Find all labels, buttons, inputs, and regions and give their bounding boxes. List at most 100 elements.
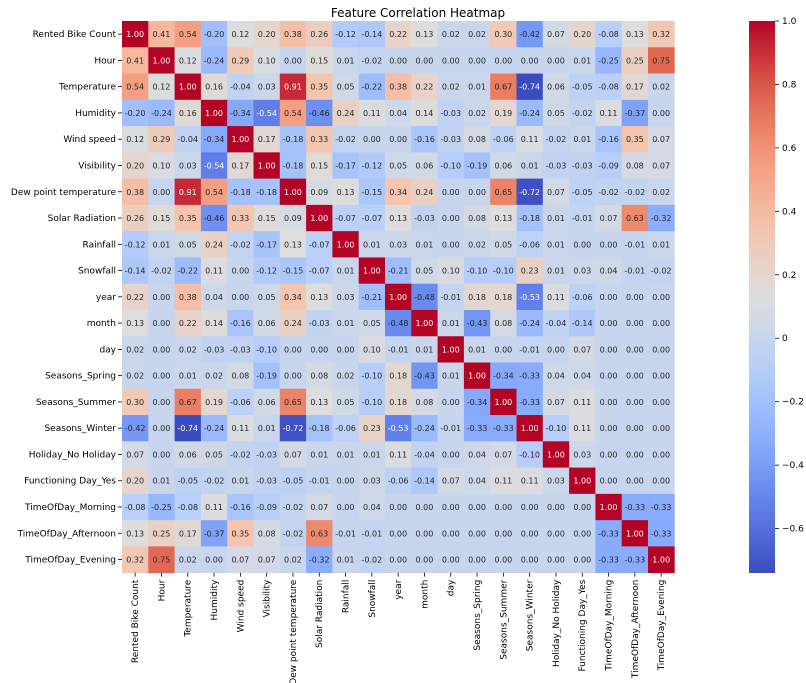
cell-value-15-15: 1.00: [521, 424, 539, 433]
cell-value-7-19: 0.63: [626, 214, 644, 223]
cell-value-4-5: 0.17: [258, 135, 276, 144]
cell-value-15-14: -0.33: [493, 424, 514, 433]
cell-value-18-12: 0.00: [442, 503, 460, 512]
row-label-year: year: [96, 293, 116, 303]
cell-value-11-7: -0.03: [309, 319, 330, 328]
heatmap-cell-14-4: [227, 388, 254, 416]
heatmap-cell-16-10: [385, 441, 412, 468]
cell-value-0-2: 0.54: [179, 30, 197, 39]
cell-value-1-2: 0.12: [179, 56, 197, 65]
cell-value-15-11: -0.24: [414, 424, 435, 433]
heatmap-cell-6-4: [227, 178, 254, 206]
col-label-rented-bike-count: Rented Bike Count: [131, 579, 141, 663]
cell-value-12-12: 1.00: [442, 345, 460, 354]
heatmap-cell-8-13: [463, 231, 491, 258]
cell-value-6-20: 0.02: [652, 188, 670, 197]
cell-value-0-9: -0.14: [361, 30, 382, 39]
heatmap-cell-17-18: [595, 467, 623, 495]
col-label-temperature: Temperature: [184, 579, 194, 637]
heatmap-cell-6-18: [595, 178, 623, 206]
cell-value-1-4: 0.29: [231, 56, 249, 65]
heatmap-cell-0-5: [253, 21, 281, 48]
cell-value-16-1: 0.00: [153, 450, 171, 459]
cell-value-15-2: -0.74: [177, 424, 198, 433]
heatmap-cell-19-7: [306, 520, 333, 547]
heatmap-cell-1-4: [227, 47, 254, 74]
cell-value-11-3: 0.14: [205, 319, 223, 328]
heatmap-cell-4-14: [490, 126, 517, 153]
cell-value-17-13: 0.04: [468, 477, 486, 486]
cell-value-2-17: -0.05: [572, 83, 593, 92]
heatmap-cell-19-14: [490, 520, 517, 547]
cell-value-4-6: -0.18: [283, 135, 304, 144]
cell-value-14-2: 0.67: [179, 398, 197, 407]
heatmap-cell-15-5: [253, 415, 281, 442]
heatmap-cell-8-15: [516, 231, 544, 258]
heatmap-cell-7-20: [648, 204, 675, 232]
cell-value-14-20: 0.00: [652, 398, 670, 407]
heatmap-cell-1-18: [595, 47, 623, 74]
heatmap-cell-18-16: [542, 493, 570, 521]
heatmap-cell-0-0: [122, 21, 149, 48]
cell-value-16-5: -0.03: [256, 450, 277, 459]
row-label-snowfall: Snowfall: [78, 267, 116, 277]
cell-value-1-10: 0.00: [389, 56, 407, 65]
cell-value-19-20: -0.33: [651, 529, 672, 538]
cell-value-4-1: 0.29: [153, 135, 171, 144]
cell-value-17-2: -0.05: [177, 477, 198, 486]
row-label-functioning-day-yes: Functioning Day_Yes: [24, 477, 116, 487]
heatmap-cell-20-16: [542, 546, 570, 574]
cell-value-0-17: 0.20: [573, 30, 591, 39]
cell-value-15-3: -0.24: [204, 424, 225, 433]
cell-value-1-12: 0.00: [442, 56, 460, 65]
cell-value-7-16: 0.01: [547, 214, 565, 223]
heatmap-cell-18-19: [621, 493, 649, 521]
heatmap-cell-0-10: [385, 21, 412, 48]
cell-value-0-3: -0.20: [204, 30, 225, 39]
heatmap-cell-13-5: [253, 362, 281, 390]
heatmap-cell-7-18: [595, 204, 623, 232]
cell-value-2-10: 0.38: [389, 83, 407, 92]
heatmap-cell-14-13: [463, 388, 491, 416]
cell-value-13-18: 0.00: [600, 372, 618, 381]
row-label-rented-bike-count: Rented Bike Count: [33, 30, 117, 40]
cell-value-1-5: 0.10: [258, 56, 276, 65]
heatmap-cell-4-18: [595, 126, 623, 153]
cell-value-8-19: -0.01: [624, 240, 645, 249]
cell-value-5-16: -0.03: [546, 161, 567, 170]
cell-value-6-17: -0.05: [572, 188, 593, 197]
cell-value-9-14: -0.10: [493, 267, 514, 276]
heatmap-cell-1-10: [385, 47, 412, 74]
heatmap-cell-16-19: [621, 441, 649, 468]
cell-value-15-6: -0.72: [283, 424, 304, 433]
cell-value-13-20: 0.00: [652, 372, 670, 381]
heatmap-cell-8-16: [542, 231, 570, 258]
cell-value-2-20: 0.02: [652, 83, 670, 92]
cell-value-4-8: -0.02: [335, 135, 356, 144]
cell-value-8-5: -0.17: [256, 240, 277, 249]
heatmap-cell-5-15: [516, 152, 544, 180]
heatmap-cell-12-11: [411, 336, 438, 363]
row-label-hour: Hour: [94, 56, 116, 66]
heatmap-cell-6-6: [279, 178, 307, 206]
heatmap-cell-4-0: [122, 126, 149, 153]
heatmap-cell-0-14: [490, 21, 517, 48]
cell-value-19-7: 0.63: [310, 529, 328, 538]
cell-value-11-17: -0.14: [572, 319, 593, 328]
cell-value-16-9: 0.01: [363, 450, 381, 459]
cell-value-11-14: 0.08: [494, 319, 512, 328]
col-label-month: month: [420, 580, 430, 609]
heatmap-cell-5-19: [621, 152, 649, 180]
heatmap-cell-16-2: [174, 441, 202, 468]
heatmap-cell-15-7: [306, 415, 333, 442]
cell-value-6-8: 0.13: [337, 188, 355, 197]
heatmap-cell-9-19: [621, 257, 649, 285]
heatmap-cell-10-16: [542, 283, 570, 311]
heatmap-cell-16-20: [648, 441, 675, 468]
heatmap-cell-16-5: [253, 441, 281, 468]
colorbar-tick-label: 0.4: [782, 207, 797, 217]
cell-value-18-15: 0.00: [521, 503, 539, 512]
heatmap-cell-11-8: [332, 309, 360, 337]
cell-value-5-19: 0.08: [626, 161, 644, 170]
cell-value-17-0: 0.20: [126, 477, 144, 486]
